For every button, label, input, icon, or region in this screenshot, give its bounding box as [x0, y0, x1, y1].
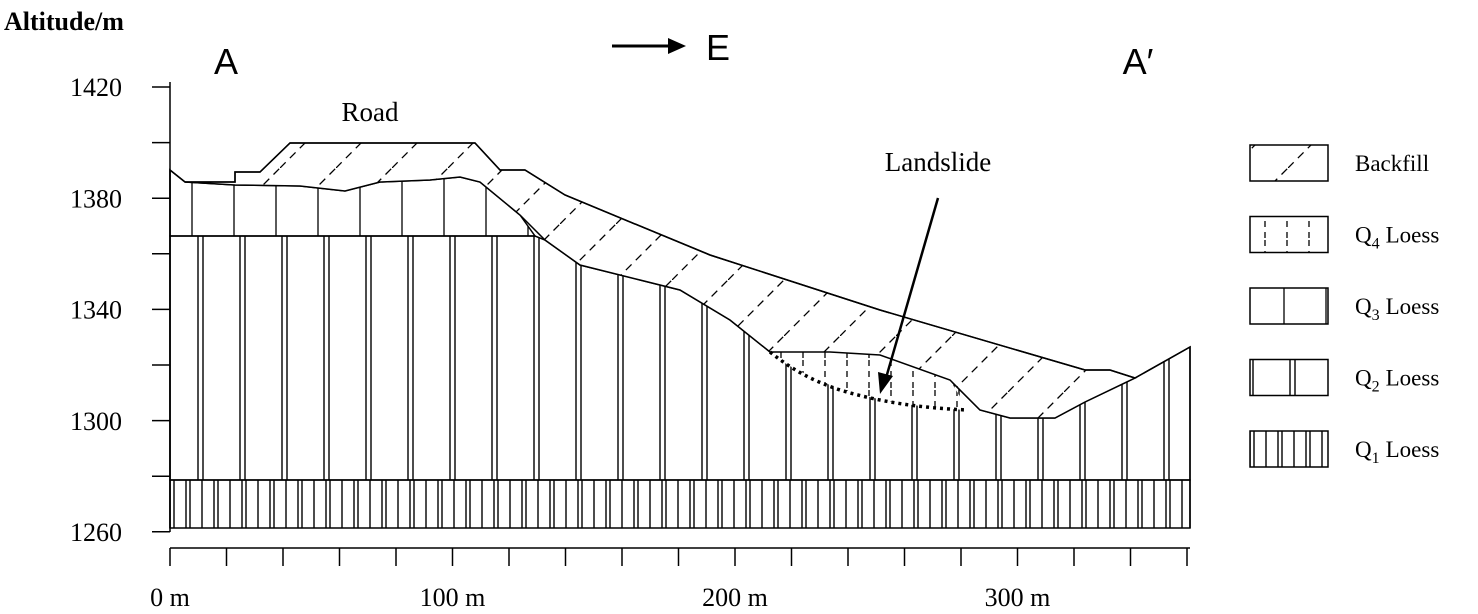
legend-suffix: Loess: [1386, 366, 1440, 391]
axes: 1420 1380 1340 1300 1260 0 m 100 m 200 m 300 m: [70, 73, 1190, 612]
landslide-arrow: [884, 197, 940, 379]
legend-subscript: 3: [1372, 307, 1380, 324]
landslide-label: Landslide: [885, 147, 991, 177]
x-tick-label: 100 m: [420, 583, 486, 612]
legend-prefix: Q: [1355, 294, 1372, 319]
legend-swatch-hatch: [1250, 431, 1328, 467]
x-tick-label: 200 m: [702, 583, 768, 612]
legend-swatch-hatch: [1250, 145, 1328, 181]
landslide-body-hatch: [770, 352, 968, 410]
strata: [169, 142, 1191, 529]
legend-suffix: Loess: [1386, 437, 1440, 462]
legend-swatch-hatch: [1250, 216, 1328, 253]
legend-text: Backfill: [1355, 151, 1429, 176]
x-tick-label: 300 m: [985, 583, 1051, 612]
landslide-arrow-head: [878, 372, 893, 394]
q1-layer: [169, 479, 1191, 529]
ground-surface: [169, 142, 1191, 528]
legend-suffix: Loess: [1386, 294, 1440, 319]
section-end: A′: [1123, 41, 1154, 82]
road-label: Road: [342, 97, 399, 127]
legend-label: Backfill: [1355, 151, 1429, 176]
legend-suffix: Loess: [1386, 223, 1440, 248]
y-tick-label: 1260: [70, 518, 122, 547]
y-tick-label: 1420: [70, 73, 122, 102]
legend-label: Q4 Loess: [1355, 223, 1439, 253]
y-tick-label: 1380: [70, 184, 122, 213]
legend-swatch-hatch: [1250, 359, 1328, 396]
y-tick-label: 1300: [70, 407, 122, 436]
slip-surface: [768, 350, 969, 412]
legend-subscript: 1: [1372, 450, 1380, 467]
legend-subscript: 2: [1372, 379, 1380, 396]
legend-subscript: 4: [1372, 236, 1380, 253]
section-start: A: [214, 41, 238, 82]
y-tick-label: 1340: [70, 296, 122, 325]
legend-swatch-hatch: [1250, 288, 1328, 324]
legend-label: Q3 Loess: [1355, 294, 1439, 324]
legend-prefix: Q: [1355, 366, 1372, 391]
direction-label: E: [706, 27, 730, 68]
y-axis-label: Altitude/m: [4, 7, 124, 36]
direction-arrow-head: [668, 38, 686, 54]
legend-prefix: Q: [1355, 437, 1372, 462]
x-tick-label: 0 m: [150, 583, 190, 612]
legend-label: Q2 Loess: [1355, 366, 1439, 396]
legend-prefix: Q: [1355, 223, 1372, 248]
legend-label: Q1 Loess: [1355, 437, 1439, 467]
backfill-hatch: [185, 143, 1135, 418]
